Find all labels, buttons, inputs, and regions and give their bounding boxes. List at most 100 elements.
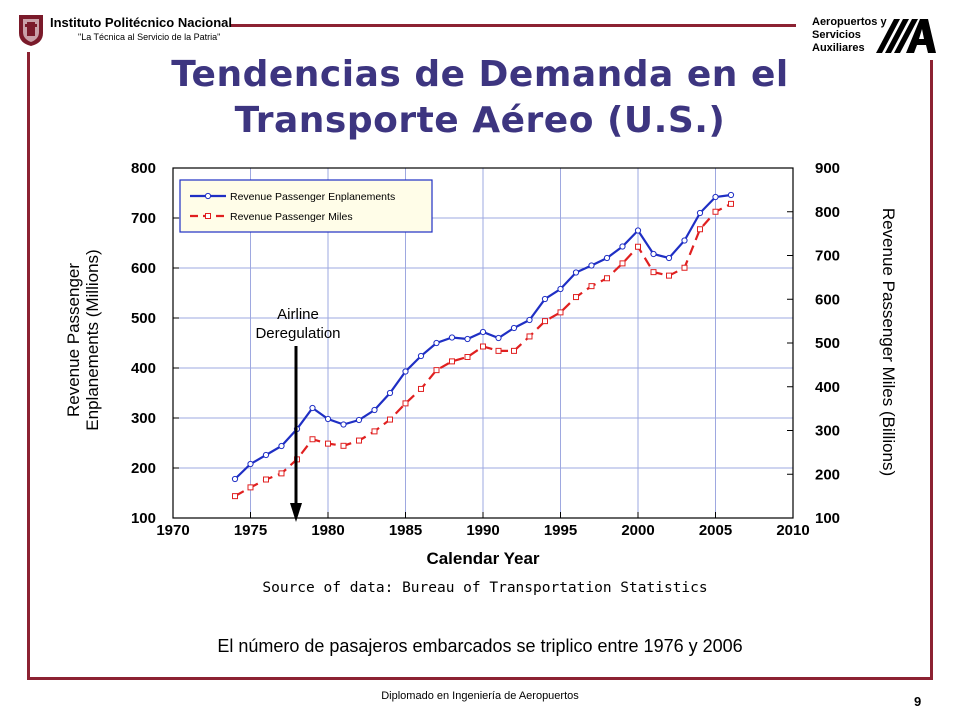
data-point-miles (650, 269, 657, 276)
data-point-miles (557, 309, 564, 316)
data-point-enplanements (278, 442, 285, 450)
legend-marker-miles (205, 213, 211, 219)
data-point-enplanements (588, 262, 595, 269)
annotation-arrow-head (290, 503, 302, 522)
data-point-enplanements (417, 352, 425, 360)
data-point-miles (247, 484, 254, 491)
x-tick-label: 1980 (311, 522, 344, 539)
y-right-tick-label: 500 (815, 335, 840, 352)
data-point-enplanements (402, 368, 409, 375)
data-point-enplanements (231, 475, 239, 483)
data-point-enplanements (433, 339, 440, 347)
data-point-miles (619, 260, 626, 267)
institution-motto: "La Técnica al Servicio de la Patria" (78, 32, 221, 42)
x-tick-label: 2005 (699, 522, 732, 539)
data-point-enplanements (355, 416, 363, 424)
data-point-enplanements (572, 269, 580, 276)
x-axis-title: Calendar Year (426, 549, 539, 568)
data-point-miles (433, 367, 440, 374)
data-point-miles (263, 476, 269, 483)
data-point-miles (449, 358, 455, 365)
data-point-miles (542, 318, 548, 325)
data-point-miles (573, 294, 579, 301)
data-point-miles (526, 333, 533, 340)
x-tick-label: 1975 (234, 522, 267, 539)
slide-title: Tendencias de Demanda en el Transporte A… (100, 52, 860, 144)
y-right-tick-label: 100 (815, 510, 840, 527)
slide-caption: El número de pasajeros embarcados se tri… (217, 636, 743, 656)
x-tick-label: 1995 (544, 522, 577, 539)
data-point-enplanements (340, 421, 347, 428)
data-point-miles (697, 226, 703, 233)
y-left-tick-label: 700 (131, 210, 156, 227)
y-left-tick-label: 400 (131, 360, 156, 377)
data-point-miles (278, 470, 285, 477)
org-name-line: Servicios (812, 29, 861, 41)
data-point-miles (604, 275, 610, 282)
y-left-axis-title: Revenue Passenger (64, 263, 83, 417)
data-point-miles (402, 400, 409, 407)
x-tick-label: 2000 (621, 522, 654, 539)
asa-logo (876, 19, 936, 53)
y-right-tick-label: 400 (815, 379, 840, 396)
y-right-tick-label: 700 (815, 248, 840, 265)
x-tick-label: 1970 (156, 522, 189, 539)
data-point-miles (480, 343, 486, 350)
data-point-enplanements (464, 335, 471, 343)
footer-text: Diplomado en Ingeniería de Aeropuertos (381, 690, 579, 702)
data-point-enplanements (696, 209, 704, 217)
data-point-miles (728, 200, 734, 207)
data-point-enplanements (510, 324, 518, 332)
data-point-miles (464, 354, 471, 360)
data-point-enplanements (386, 389, 394, 397)
y-right-tick-label: 300 (815, 423, 840, 440)
data-point-enplanements (541, 295, 549, 303)
plot-border (172, 167, 794, 519)
y-left-tick-label: 100 (131, 510, 156, 527)
y-left-tick-label: 200 (131, 460, 156, 477)
y-left-axis-title: Enplanements (Millions) (83, 249, 102, 430)
data-point-miles (309, 436, 316, 443)
source-note: Source of data: Bureau of Transportation… (262, 580, 708, 596)
y-left-tick-label: 500 (131, 310, 156, 327)
page-number: 9 (914, 694, 922, 709)
y-left-tick-label: 300 (131, 410, 156, 427)
data-point-enplanements (324, 415, 332, 423)
data-point-miles (588, 283, 595, 290)
data-point-enplanements (665, 254, 673, 262)
data-point-miles (712, 208, 719, 215)
data-point-enplanements (619, 243, 626, 250)
data-point-enplanements (603, 254, 611, 262)
data-point-miles (666, 272, 672, 279)
data-point-miles (495, 347, 502, 354)
x-tick-label: 1985 (389, 522, 422, 539)
org-name-line: Aeropuertos y (812, 16, 887, 28)
data-point-miles (356, 437, 362, 444)
y-left-tick-label: 800 (131, 160, 156, 177)
data-point-miles (511, 347, 517, 354)
legend-label-miles: Revenue Passenger Miles (230, 211, 353, 223)
y-right-tick-label: 900 (815, 160, 840, 177)
data-point-enplanements (262, 451, 270, 459)
data-point-miles (418, 385, 424, 392)
data-point-miles (232, 493, 238, 500)
data-point-enplanements (495, 334, 502, 342)
data-point-miles (635, 243, 641, 250)
data-point-enplanements (309, 404, 316, 412)
org-name: Aeropuertos y Servicios Auxiliares (812, 16, 887, 55)
slide-frame (27, 24, 933, 680)
data-point-enplanements (650, 250, 657, 258)
data-point-enplanements (371, 406, 378, 414)
data-point-enplanements (526, 316, 533, 324)
y-right-tick-label: 600 (815, 291, 840, 308)
title-line: Tendencias de Demanda en el (171, 54, 789, 95)
ipn-seal-logo (19, 15, 43, 46)
data-point-enplanements (557, 285, 564, 293)
annotation-label: Deregulation (255, 325, 340, 342)
data-point-miles (681, 264, 688, 271)
title-line: Transporte Aéreo (U.S.) (234, 100, 726, 141)
y-left-tick-label: 600 (131, 260, 156, 277)
data-point-enplanements (634, 227, 642, 234)
y-right-tick-label: 200 (815, 466, 840, 483)
